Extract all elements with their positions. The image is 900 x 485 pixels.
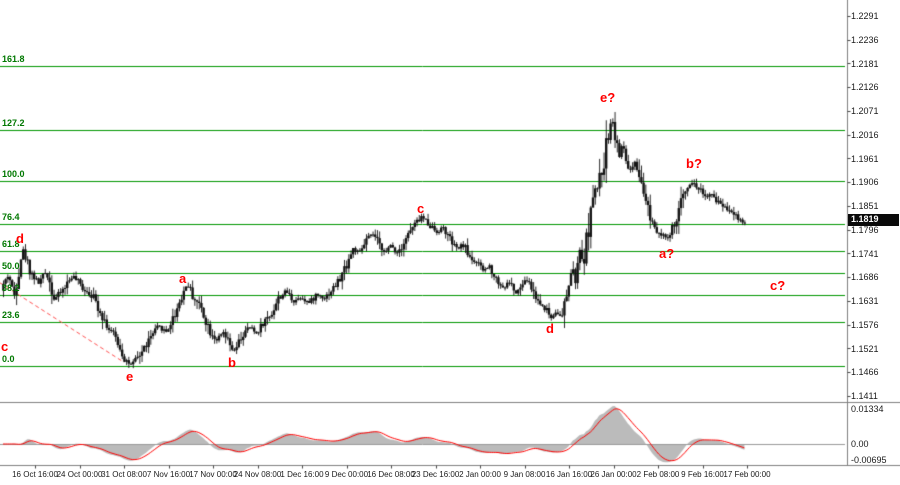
price-chart-canvas[interactable] <box>0 0 900 485</box>
forex-chart-window: 1.1819 1.2291 1.2236 1.2181 1.2126 1.2071 1.2… <box>0 0 900 485</box>
